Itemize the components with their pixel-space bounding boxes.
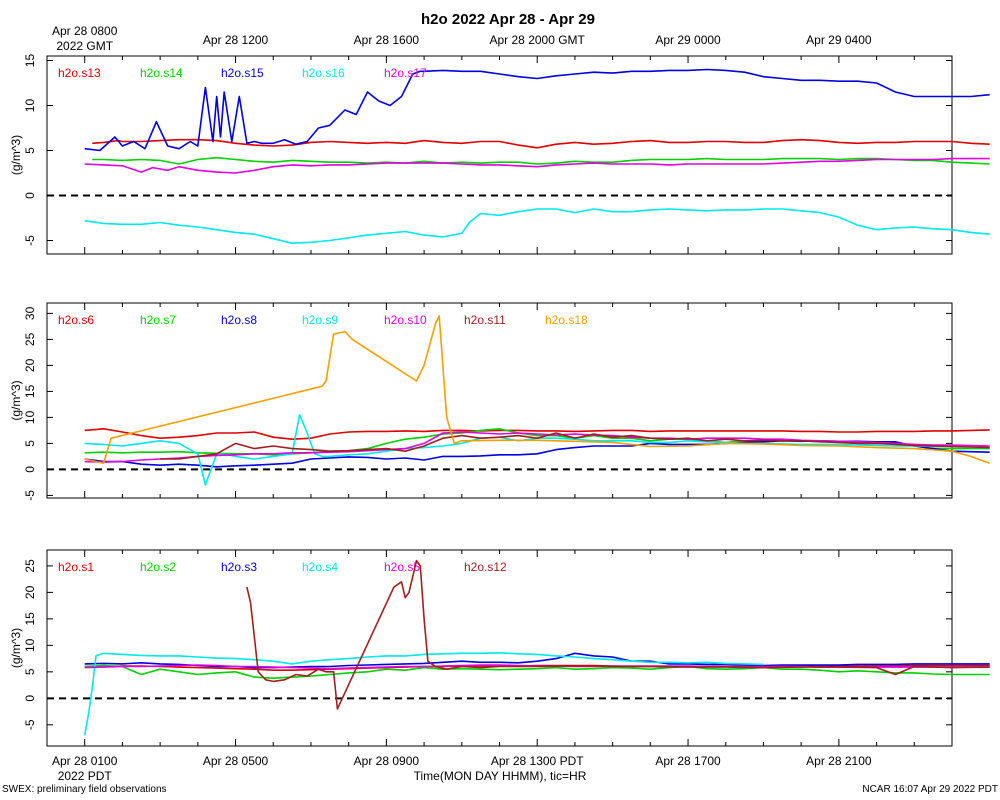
legend-label-h2o.s16: h2o.s16: [302, 66, 345, 80]
legend-label-h2o.s11: h2o.s11: [464, 313, 506, 327]
series-line-h2o.s18: [84, 315, 990, 465]
y-tick-label: 30: [23, 306, 37, 320]
legend-label-h2o.s6: h2o.s6: [58, 313, 94, 327]
y-tick-label: -5: [23, 719, 37, 730]
series-line-h2o.s10: [84, 431, 990, 463]
legend-label-h2o.s3: h2o.s3: [221, 560, 257, 574]
y-axis-label: (g/m^3): [9, 135, 23, 175]
legend-label-h2o.s1: h2o.s1: [58, 560, 94, 574]
legend-label-h2o.s18: h2o.s18: [545, 313, 588, 327]
bottom-axis-year-label: 2022 PDT: [58, 769, 113, 783]
legend-label-h2o.s12: h2o.s12: [464, 560, 507, 574]
top-axis-tick-label: Apr 29 0000: [655, 33, 721, 47]
series-line-h2o.s16: [84, 208, 990, 244]
bottom-axis-tick-label: Apr 28 1700: [655, 754, 721, 768]
y-axis-label: (g/m^3): [9, 628, 23, 668]
y-tick-label: 0: [23, 192, 37, 199]
legend-label-h2o.s2: h2o.s2: [140, 560, 176, 574]
bottom-axis-tick-label: Apr 28 0900: [354, 754, 420, 768]
panel-1: -5 0 5 10 15 (g/m^3) h2o.s13 h2o.s14 h2o.s15 h2o.…: [9, 54, 990, 255]
legend-label-h2o.s17: h2o.s17: [384, 66, 427, 80]
top-axis-tick-label: Apr 28 0800: [52, 24, 118, 38]
x-axis-label: Time(MON DAY HHMM), tic=HR: [414, 769, 587, 783]
y-tick-label: 20: [23, 585, 37, 599]
footer-source-note: SWEX: preliminary field observations: [2, 784, 167, 795]
legend-label-h2o.s13: h2o.s13: [58, 66, 101, 80]
y-tick-label: 15: [23, 54, 37, 68]
y-tick-label: 10: [23, 638, 37, 652]
series-line-h2o.s2: [84, 664, 990, 680]
y-tick-label: -5: [23, 235, 37, 246]
plot-frame: [46, 55, 953, 255]
legend-label-h2o.s8: h2o.s8: [221, 313, 257, 327]
top-axis-year-label: 2022 GMT: [56, 39, 113, 53]
bottom-axis-tick-label: Apr 28 2100: [806, 754, 872, 768]
bottom-axis-tick-label: Apr 28 1300 PDT: [491, 754, 584, 768]
series-line-h2o.s6: [84, 427, 990, 441]
y-axis-label: (g/m^3): [9, 380, 23, 420]
top-axis-tick-label: Apr 28 1600: [354, 33, 420, 47]
legend-label-h2o.s7: h2o.s7: [140, 313, 176, 327]
y-tick-label: 10: [23, 410, 37, 424]
top-axis-tick-label: Apr 28 2000 GMT: [490, 33, 586, 47]
series-line-h2o.s13: [92, 138, 990, 149]
panel-3: -5 0 5 10 15 20 25 (g/m^3) h2o.s1 h2o.s2 h2o.s3 h2o…: [9, 549, 990, 747]
legend-label-h2o.s10: h2o.s10: [384, 313, 427, 327]
y-tick-label: 5: [23, 147, 37, 154]
y-tick-label: -5: [23, 490, 37, 501]
y-tick-label: 25: [23, 332, 37, 346]
top-time-axis: Apr 28 0800 Apr 28 1200 Apr 28 1600 Apr 28 …: [52, 24, 872, 53]
y-tick-label: 0: [23, 466, 37, 473]
y-tick-label: 20: [23, 358, 37, 372]
panel-2: -5 0 5 10 15 20 25 30 (g/m^3) h2o.s6 h2o.s7 h2o.s8 h…: [9, 302, 990, 501]
chart-title: h2o 2022 Apr 28 - Apr 29: [421, 11, 595, 28]
bottom-axis-tick-label: Apr 28 0500: [203, 754, 269, 768]
plot-frame: [46, 549, 953, 747]
y-tick-label: 5: [23, 668, 37, 675]
legend-label-h2o.s14: h2o.s14: [140, 66, 183, 80]
y-tick-label: 10: [23, 99, 37, 113]
series-line-h2o.s15: [84, 68, 990, 152]
legend-label-h2o.s5: h2o.s5: [384, 560, 420, 574]
bottom-axis-tick-label: Apr 28 0100: [52, 754, 118, 768]
y-tick-label: 25: [23, 559, 37, 573]
series-line-h2o.s14: [92, 156, 990, 165]
series-line-h2o.s12: [246, 559, 990, 710]
top-axis-tick-label: Apr 28 1200: [203, 33, 269, 47]
bottom-time-axis: Apr 28 0100 Apr 28 0500 Apr 28 0900 Apr 28 …: [52, 754, 872, 783]
y-tick-label: 5: [23, 440, 37, 447]
y-tick-label: 0: [23, 695, 37, 702]
y-tick-label: 15: [23, 384, 37, 398]
series-line-h2o.s11: [160, 432, 990, 460]
series-line-h2o.s9: [84, 413, 990, 486]
series-line-h2o.s4: [83, 651, 764, 736]
series-line-h2o.s17: [84, 157, 990, 174]
top-axis-tick-label: Apr 29 0400: [806, 33, 872, 47]
legend-label-h2o.s9: h2o.s9: [302, 313, 338, 327]
legend-label-h2o.s4: h2o.s4: [302, 560, 338, 574]
legend-label-h2o.s15: h2o.s15: [221, 66, 264, 80]
footer-timestamp: NCAR 16:07 Apr 29 2022 PDT: [862, 784, 998, 795]
y-tick-label: 15: [23, 612, 37, 626]
